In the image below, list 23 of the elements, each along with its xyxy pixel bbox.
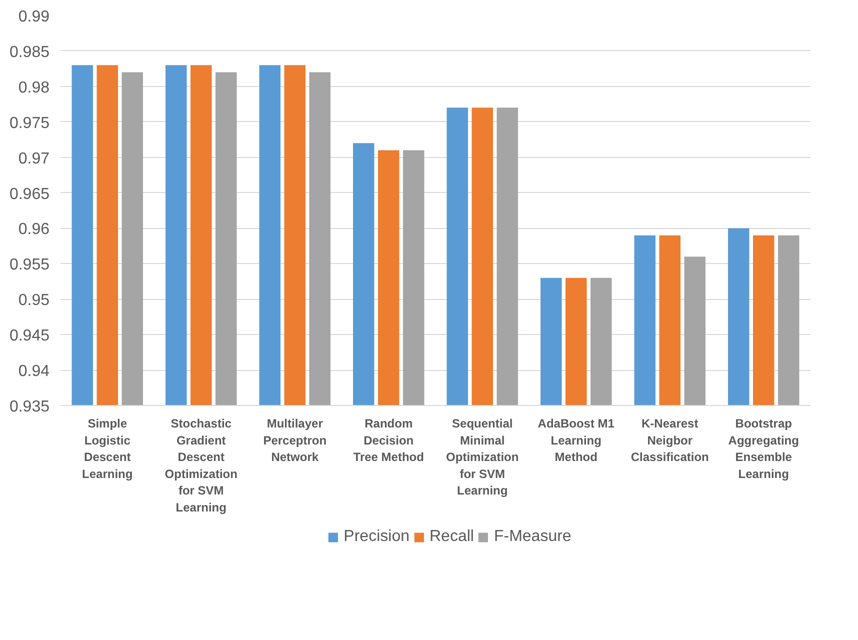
x-tick-label: Multilayer Perceptron Network	[263, 416, 327, 464]
x-tick-label: AdaBoost M1 Learning Method	[538, 416, 615, 464]
legend-label: F-Measure	[494, 528, 572, 546]
y-tick-label: 0.955	[9, 256, 50, 274]
y-tick-label: 0.935	[9, 398, 50, 416]
y-tick-label: 0.99	[18, 8, 50, 26]
y-tick-label: 0.965	[9, 186, 50, 203]
y-tick-label: 0.985	[9, 44, 50, 61]
y-tick-label: 0.94	[18, 363, 50, 380]
y-tick-label: 0.945	[9, 328, 50, 345]
y-tick-label: 0.95	[18, 292, 50, 310]
y-tick-label: 0.96	[18, 221, 50, 238]
legend-label: Recall	[429, 528, 474, 546]
y-tick-label: 0.975	[9, 114, 50, 132]
x-tick-label: K-Nearest Neigbor Classification	[630, 416, 709, 464]
x-tick-label: Sequential Minimal Optimization for SVM Learning	[446, 416, 519, 498]
x-tick-label: Random Decision Tree Method	[353, 416, 424, 464]
legend-label: Precision	[344, 528, 410, 546]
y-tick-label: 0.97	[18, 150, 50, 168]
x-tick-label: Stochastic Gradient Descent Optimization for SVM Learning	[164, 416, 238, 514]
x-tick-label: Simple Logistic Descent Learning	[82, 416, 133, 481]
x-tick-label: Bootstrap Aggregating Ensemble Learning	[728, 416, 799, 481]
y-tick-label: 0.98	[18, 79, 50, 96]
